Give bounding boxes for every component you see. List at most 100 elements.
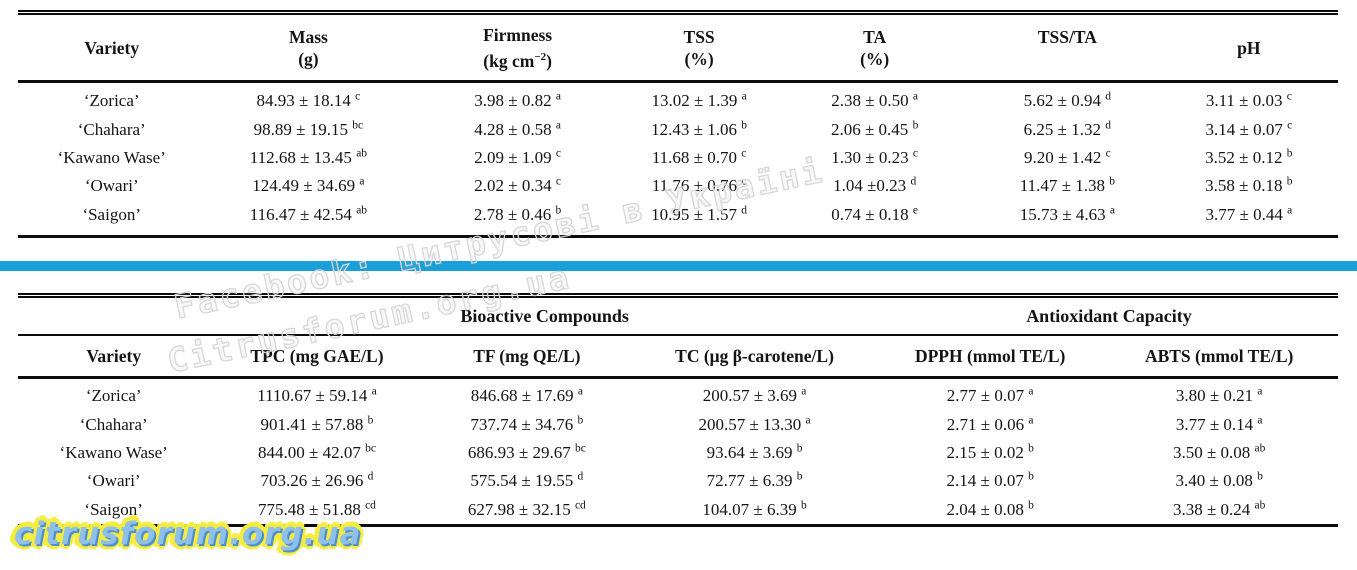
measurement-value: 2.09 ± 1.09 (474, 147, 556, 167)
column-unit: (g) (298, 48, 319, 69)
citrusforum-logo: citrusforum.org.ua (14, 516, 362, 552)
significance-letter: c (1287, 118, 1293, 131)
measurement-value: 2.06 ± 0.45 (830, 119, 913, 139)
significance-letter: bc (352, 118, 364, 131)
value-cell: 15.73 ± 4.63 a (975, 204, 1160, 225)
measurement-value: 775.48 ± 51.88 (257, 499, 366, 519)
measurement-value: 3.50 ± 0.08 (1172, 442, 1255, 462)
measurement-value: 2.71 ± 0.06 (946, 414, 1029, 434)
measurement-value: 3.98 ± 0.82 (474, 91, 556, 111)
significance-letter: a (359, 175, 365, 188)
significance-letter: b (1257, 470, 1263, 483)
measurement-value: 5.62 ± 0.94 (1023, 91, 1106, 111)
significance-letter: a (1287, 204, 1293, 217)
unit-exponent: −2 (534, 50, 547, 63)
value-cell: 93.64 ± 3.69 b (629, 443, 880, 463)
value-cell: 901.41 ± 57.88 b (209, 414, 424, 435)
significance-letter: d (577, 470, 584, 483)
value-cell: 9.20 ± 1.42 c (975, 148, 1160, 168)
variety-cell: ‘Kawano Wase’ (57, 147, 166, 167)
variety-cell: ‘Chahara’ (79, 414, 148, 434)
value-cell: 3.52 ± 0.12 b (1160, 148, 1338, 168)
value-cell: 3.98 ± 0.82 a (411, 91, 624, 111)
variety-cell: ‘Owari’ (84, 176, 139, 196)
measurement-value: 13.02 ± 1.39 (651, 91, 742, 111)
value-cell: 2.09 ± 1.09 c (411, 148, 624, 168)
measurement-value: 104.07 ± 6.39 (702, 499, 801, 519)
value-cell: 686.93 ± 29.67 bc (425, 443, 630, 463)
value-cell: 737.74 ± 34.76 b (425, 414, 630, 435)
value-cell: 5.62 ± 0.94 d (975, 91, 1160, 111)
variety-cell: ‘Zorica’ (85, 386, 142, 406)
value-cell: 846.68 ± 17.69 a (425, 386, 630, 406)
measurement-value: 901.41 ± 57.88 (260, 414, 368, 434)
value-cell: 2.38 ± 0.50 a (774, 91, 975, 111)
table-row: ‘Saigon’ 116.47 ± 42.54 ab 2.78 ± 0.46 b 10… (18, 201, 1338, 229)
significance-letter: c (741, 175, 747, 188)
measurement-value: 737.74 ± 34.76 (470, 414, 578, 434)
measurement-value: 3.40 ± 0.08 (1175, 471, 1258, 491)
measurement-value: 1.30 ± 0.23 (831, 147, 913, 167)
table2-bottom-rule (18, 523, 1338, 527)
value-cell: 11.76 ± 0.76 c (624, 176, 774, 196)
column-header-tss: TSS (%) (624, 15, 774, 80)
significance-letter: c (912, 147, 918, 160)
significance-letter: a (1109, 204, 1115, 217)
table-row: ‘Kawano Wase’ 844.00 ± 42.07 bc 686.93 ± 2… (18, 439, 1338, 467)
significance-letter: c (1105, 147, 1111, 160)
significance-letter: d (1105, 90, 1112, 103)
significance-letter: b (1028, 442, 1034, 455)
value-cell: 13.02 ± 1.39 a (624, 91, 774, 111)
value-cell: 775.48 ± 51.88 cd (209, 499, 424, 520)
column-header-tc: TC (μg β-carotene/L) (675, 345, 834, 366)
value-cell: 12.43 ± 1.06 b (624, 119, 774, 140)
significance-letter: d (367, 470, 374, 483)
measurement-value: 72.77 ± 6.39 (706, 471, 797, 491)
significance-letter: b (1286, 175, 1293, 188)
value-cell: 2.02 ± 0.34 c (411, 176, 624, 196)
significance-letter: b (1109, 175, 1115, 188)
measurement-value: 9.20 ± 1.42 (1024, 147, 1106, 167)
significance-letter: c (555, 147, 561, 160)
measurement-value: 200.57 ± 13.30 (698, 414, 806, 434)
value-cell: 1.30 ± 0.23 c (774, 148, 975, 168)
table2-group-header-row: Bioactive Compounds Antioxidant Capacity (18, 298, 1338, 334)
column-label: TSS/TA (1037, 26, 1097, 47)
measurement-value: 703.26 ± 26.96 (260, 471, 368, 491)
measurement-value: 627.98 ± 32.15 (467, 499, 575, 519)
column-header-ta: TA (%) (774, 15, 975, 80)
value-cell: 2.15 ± 0.02 b (880, 443, 1100, 463)
value-cell: 1110.67 ± 59.14 a (209, 386, 424, 406)
column-header-firmness: Firmness (kg cm−2) (411, 15, 624, 80)
value-cell: 2.77 ± 0.07 a (880, 386, 1100, 406)
significance-letter: bc (574, 442, 586, 455)
column-label: Firmness (483, 24, 553, 45)
column-header-mass: Mass (g) (205, 15, 411, 80)
value-cell: 6.25 ± 1.32 d (975, 119, 1160, 140)
significance-letter: b (912, 118, 919, 131)
significance-letter: cd (365, 499, 376, 512)
group-header-antioxidant-capacity: Antioxidant Capacity (1026, 305, 1192, 326)
measurement-value: 4.28 ± 0.58 (474, 119, 556, 139)
value-cell: 844.00 ± 42.07 bc (209, 443, 424, 463)
significance-letter: a (555, 118, 561, 131)
column-label: pH (1237, 37, 1261, 58)
column-header-variety: Variety (86, 345, 142, 366)
significance-letter: ab (1254, 499, 1266, 512)
significance-letter: a (555, 90, 561, 103)
variety-cell: ‘Chahara’ (77, 119, 146, 139)
value-cell: 2.06 ± 0.45 b (774, 118, 975, 140)
value-cell: 3.11 ± 0.03 c (1160, 91, 1338, 111)
significance-letter: b (1286, 147, 1293, 160)
significance-letter: a (577, 385, 583, 398)
significance-letter: c (1286, 90, 1292, 103)
table-row: ‘Chahara’ 901.41 ± 57.88 b 737.74 ± 34.76 … (18, 410, 1338, 438)
value-cell: 703.26 ± 26.96 d (209, 471, 424, 491)
significance-letter: b (800, 499, 807, 512)
measurement-value: 3.77 ± 0.44 (1205, 204, 1288, 224)
value-cell: 11.68 ± 0.70 c (624, 148, 774, 168)
variety-cell: ‘Owari’ (86, 471, 141, 491)
significance-letter: c (355, 90, 361, 103)
measurement-value: 3.11 ± 0.03 (1205, 91, 1287, 111)
